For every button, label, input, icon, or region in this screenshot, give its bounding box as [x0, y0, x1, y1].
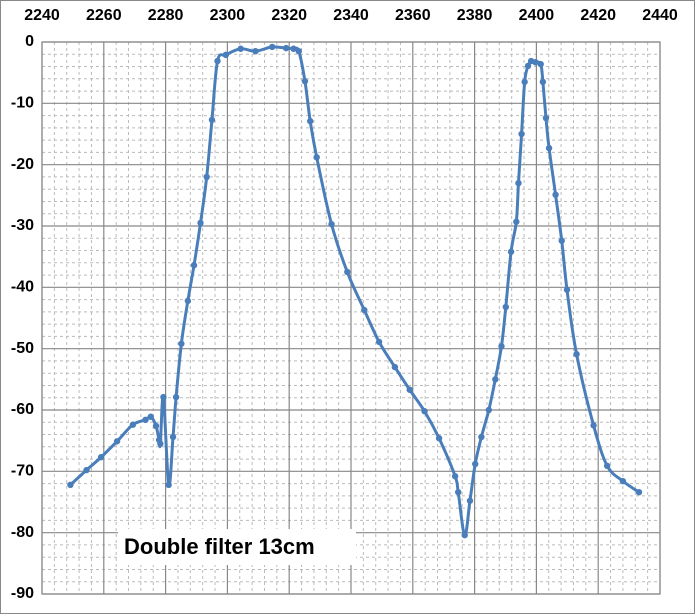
- point: [152, 422, 160, 430]
- point: [375, 338, 383, 346]
- point: [513, 218, 520, 225]
- point: [97, 454, 105, 461]
- x-tick-label: 2300: [210, 7, 246, 24]
- point: [391, 363, 399, 371]
- x-tick-label: 2360: [395, 7, 431, 24]
- point: [498, 343, 505, 350]
- point: [67, 481, 74, 489]
- point: [361, 306, 368, 314]
- point: [507, 248, 515, 255]
- annotation-box: [118, 529, 356, 565]
- point: [532, 59, 539, 66]
- point: [203, 173, 210, 181]
- point: [573, 350, 580, 358]
- point: [197, 219, 204, 227]
- point: [552, 191, 559, 198]
- x-tick-label: 2440: [642, 7, 678, 24]
- point: [563, 286, 571, 293]
- y-tick-label: -60: [11, 401, 34, 418]
- x-tick-label: 2400: [519, 7, 555, 24]
- point: [344, 268, 351, 276]
- point: [184, 297, 192, 305]
- point: [635, 488, 643, 496]
- point: [524, 62, 532, 70]
- point: [435, 435, 443, 442]
- x-tick-label: 2320: [271, 7, 307, 24]
- point: [539, 78, 547, 86]
- y-tick-label: -70: [11, 463, 34, 480]
- annotation: Double filter 13cm: [124, 534, 315, 559]
- point: [406, 386, 413, 393]
- point: [451, 473, 459, 480]
- x-tick-label: 2260: [86, 7, 122, 24]
- point: [147, 413, 154, 420]
- point: [252, 48, 259, 55]
- point: [160, 393, 167, 401]
- point: [466, 497, 474, 504]
- point: [515, 179, 522, 187]
- point: [455, 488, 462, 496]
- x-tick-label: 2280: [148, 7, 184, 24]
- point: [421, 408, 428, 415]
- plot: [67, 43, 643, 539]
- plot-frame: [41, 41, 661, 595]
- x-tick-label: 2380: [457, 7, 493, 24]
- point: [301, 78, 309, 85]
- point: [619, 477, 627, 485]
- point: [208, 116, 216, 124]
- x-tick-label: 2340: [333, 7, 369, 24]
- point: [542, 114, 550, 122]
- point: [461, 531, 468, 539]
- point: [157, 440, 164, 447]
- point: [290, 45, 297, 52]
- point: [165, 481, 172, 489]
- point: [590, 422, 597, 429]
- point: [169, 433, 177, 441]
- point: [307, 117, 314, 125]
- point: [269, 43, 276, 51]
- x-tick-label: 2420: [580, 7, 616, 24]
- point: [485, 406, 493, 414]
- point: [328, 220, 335, 228]
- point: [472, 460, 479, 468]
- point: [478, 433, 485, 441]
- point: [603, 462, 611, 470]
- point: [190, 262, 198, 269]
- point: [558, 237, 565, 244]
- point: [502, 303, 510, 311]
- point: [113, 438, 121, 445]
- point: [142, 416, 149, 424]
- point: [492, 376, 499, 383]
- y-tick-label: -30: [11, 217, 34, 234]
- point: [214, 57, 221, 65]
- y-tick-label: 0: [25, 33, 34, 50]
- point: [537, 60, 544, 68]
- y-tick-label: -90: [11, 585, 34, 602]
- point: [129, 421, 137, 428]
- point: [518, 130, 525, 138]
- point: [545, 144, 553, 152]
- point: [222, 51, 230, 59]
- grid: [41, 41, 661, 595]
- y-tick-label: -20: [11, 156, 34, 173]
- point: [295, 48, 302, 55]
- point: [521, 78, 528, 86]
- y-tick-label: -80: [11, 524, 34, 541]
- point: [313, 154, 320, 161]
- point: [178, 340, 185, 347]
- y-tick-label: -40: [11, 279, 34, 296]
- y-tick-label: -50: [11, 340, 34, 357]
- point: [83, 466, 90, 474]
- point: [282, 44, 290, 52]
- point: [237, 45, 244, 52]
- y-tick-label: -10: [11, 95, 34, 112]
- x-tick-label: 2240: [24, 7, 60, 24]
- point: [172, 393, 180, 401]
